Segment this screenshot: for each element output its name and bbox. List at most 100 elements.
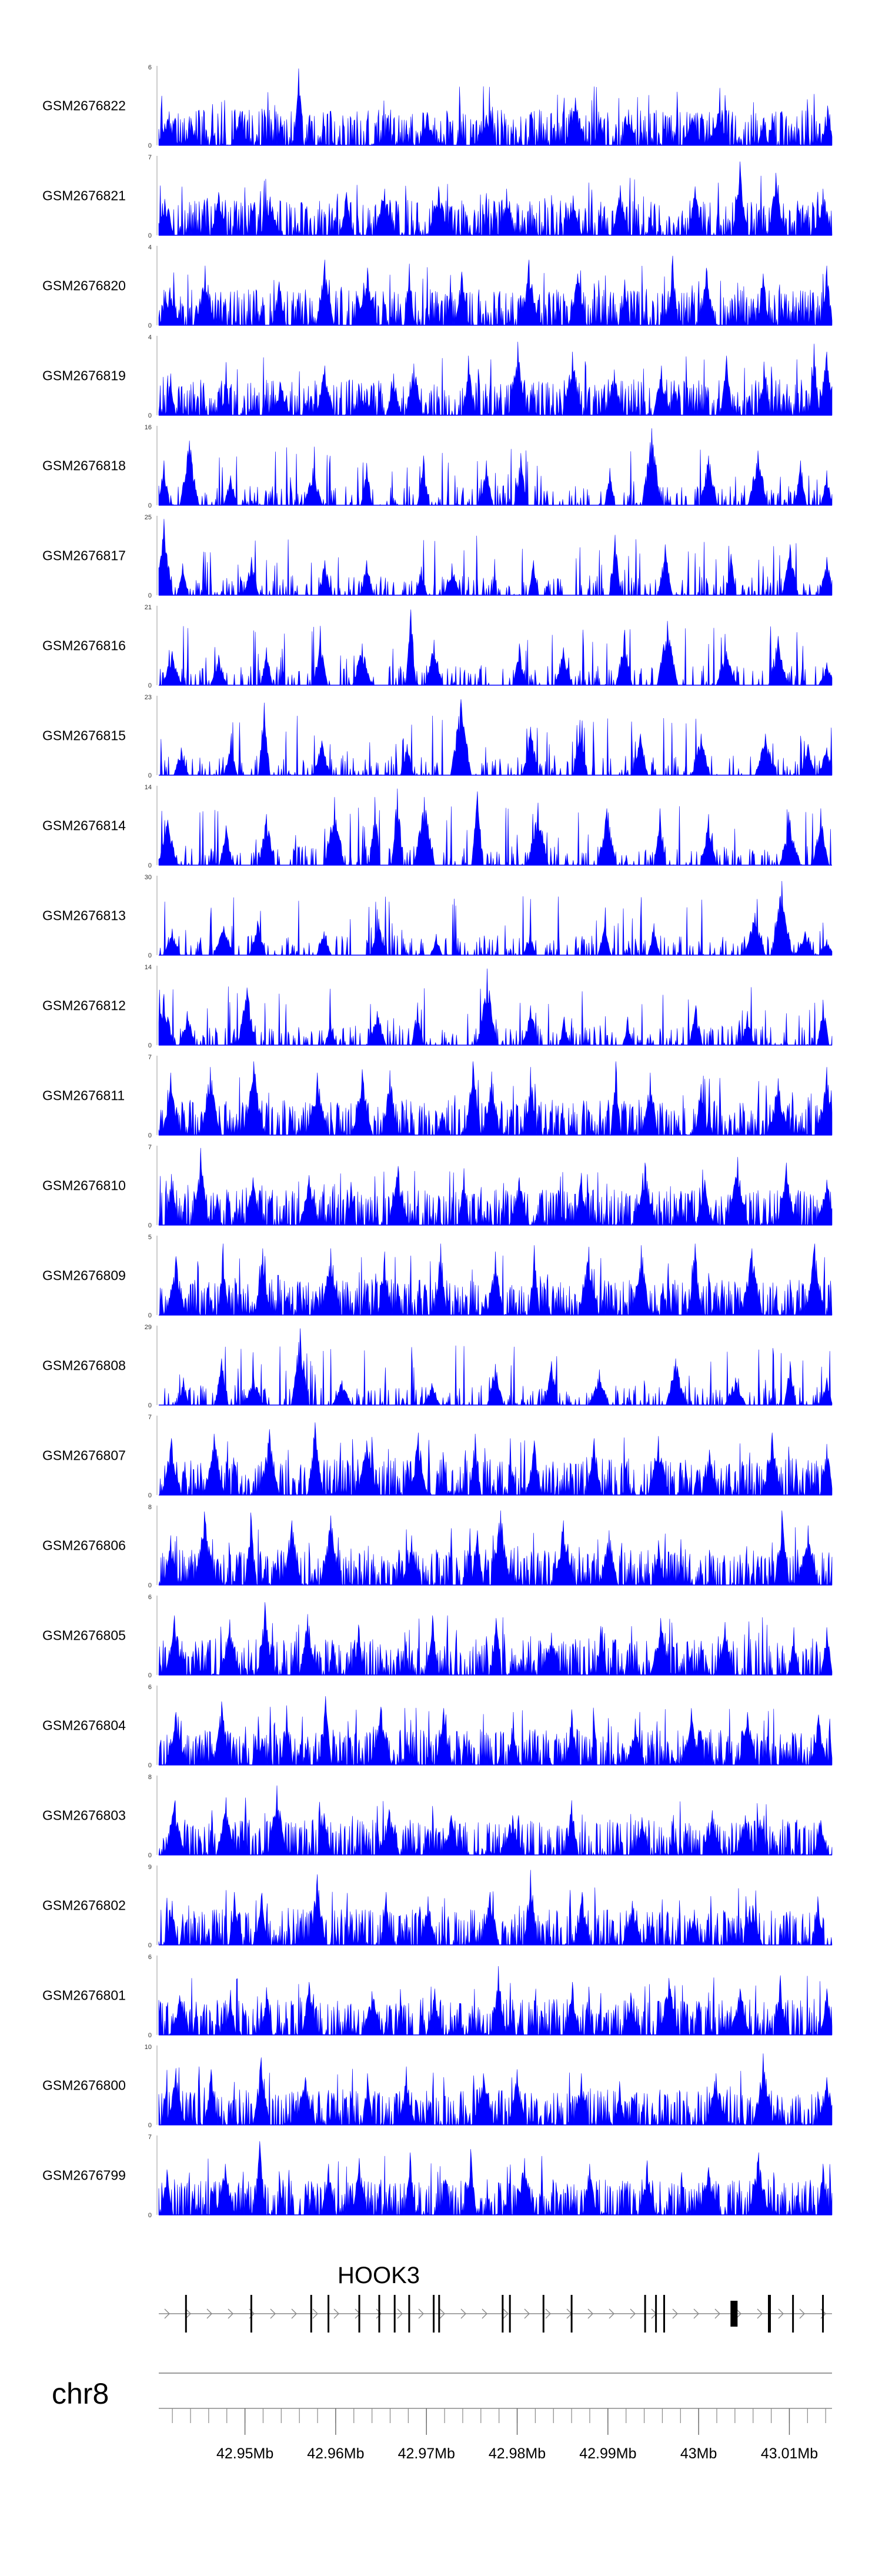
coverage-area (158, 1602, 833, 1676)
track-label: GSM2676814 (42, 818, 126, 833)
track-GSM2676819: GSM2676819 4 0 (42, 334, 833, 419)
exon (433, 2295, 435, 2333)
y-axis-max-label: 14 (145, 784, 152, 791)
exon (730, 2301, 738, 2327)
y-axis-min-label: 0 (148, 592, 152, 599)
coverage-area (158, 1147, 833, 1226)
coverage-area (159, 1328, 833, 1406)
y-axis-min-label: 0 (148, 1852, 152, 1859)
y-axis-min-label: 0 (148, 2212, 152, 2219)
coverage-area (159, 1243, 833, 1316)
exon (393, 2295, 396, 2333)
exon (655, 2295, 657, 2333)
y-axis-max-label: 10 (145, 2044, 152, 2051)
y-axis-min-label: 0 (148, 232, 152, 239)
track-label: GSM2676809 (42, 1268, 126, 1283)
y-axis-max-label: 4 (148, 244, 152, 251)
track-GSM2676808: GSM2676808 29 0 (42, 1324, 833, 1409)
gene-track: HOOK3 (159, 2263, 832, 2333)
strand-arrow (270, 2308, 276, 2319)
track-GSM2676805: GSM2676805 6 0 (42, 1594, 833, 1679)
y-axis-max-label: 6 (148, 1684, 152, 1691)
y-axis-max-label: 16 (145, 424, 152, 431)
exon (570, 2295, 573, 2333)
y-axis-min-label: 0 (148, 1762, 152, 1769)
exon (408, 2295, 410, 2333)
strand-arrow (228, 2308, 233, 2319)
track-label: GSM2676803 (42, 1808, 126, 1823)
strand-arrow (693, 2308, 699, 2319)
track-GSM2676802: GSM2676802 9 0 (42, 1864, 833, 1949)
track-label: GSM2676818 (42, 458, 126, 473)
y-axis-max-label: 9 (148, 1864, 152, 1871)
y-axis-min-label: 0 (148, 502, 152, 509)
track-label: GSM2676801 (42, 1988, 126, 2003)
track-GSM2676818: GSM2676818 16 0 (42, 424, 833, 509)
strand-arrow (312, 2308, 318, 2319)
strand-arrow (799, 2308, 805, 2319)
exon (509, 2295, 511, 2333)
strand-arrow (291, 2308, 297, 2319)
coverage-area (158, 1966, 833, 2036)
y-axis-max-label: 29 (145, 1324, 152, 1331)
axis-tick-label: 42.95Mb (216, 2445, 273, 2462)
track-GSM2676800: GSM2676800 10 0 (42, 2044, 833, 2129)
y-axis-min-label: 0 (148, 412, 152, 419)
y-axis-min-label: 0 (148, 1582, 152, 1589)
chromosome-label: chr8 (52, 2377, 109, 2410)
track-GSM2676816: GSM2676816 21 0 (42, 604, 833, 689)
coverage-area (158, 1061, 833, 1136)
strand-arrow (587, 2308, 593, 2319)
track-GSM2676806: GSM2676806 8 0 (42, 1504, 833, 1589)
axis-minor-ticks (172, 2408, 826, 2423)
track-label: GSM2676800 (42, 2078, 126, 2093)
strand-arrow (206, 2308, 212, 2319)
coverage-area (158, 1696, 833, 1766)
strand-arrow (672, 2308, 678, 2319)
coverage-area (158, 2141, 833, 2216)
coverage-area (158, 2053, 833, 2126)
y-axis-max-label: 21 (145, 604, 152, 611)
track-label: GSM2676813 (42, 908, 126, 923)
track-label: GSM2676820 (42, 278, 126, 293)
exon (310, 2295, 312, 2333)
strand-arrow (736, 2308, 741, 2319)
strand-arrow (482, 2308, 487, 2319)
y-axis-max-label: 8 (148, 1504, 152, 1511)
exon (185, 2295, 187, 2333)
y-axis-min-label: 0 (148, 1672, 152, 1679)
y-axis-min-label: 0 (148, 1492, 152, 1499)
y-axis-max-label: 6 (148, 1954, 152, 1961)
coverage-area (158, 342, 833, 416)
track-label: GSM2676804 (42, 1718, 126, 1733)
axis-tick-label: 42.99Mb (579, 2445, 636, 2462)
coverage-area (158, 255, 833, 326)
exon (502, 2295, 504, 2333)
gene-label: HOOK3 (338, 2263, 420, 2288)
chromosome-track: chr8 (52, 2373, 832, 2410)
strand-arrow (757, 2308, 763, 2319)
track-GSM2676811: GSM2676811 7 0 (42, 1054, 833, 1139)
track-label: GSM2676808 (42, 1358, 126, 1373)
exon (250, 2295, 252, 2333)
track-label: GSM2676799 (42, 2168, 126, 2183)
strand-arrow (333, 2308, 339, 2319)
track-GSM2676815: GSM2676815 23 0 (42, 694, 833, 779)
track-GSM2676817: GSM2676817 25 0 (42, 514, 833, 599)
coverage-area (158, 788, 832, 866)
coverage-area (158, 1510, 833, 1586)
strand-arrow (164, 2308, 170, 2319)
exon (822, 2295, 824, 2333)
y-axis-max-label: 6 (148, 1594, 152, 1601)
y-axis-min-label: 0 (148, 2122, 152, 2129)
coverage-area (158, 968, 833, 1046)
track-label: GSM2676806 (42, 1538, 126, 1553)
y-axis-max-label: 4 (148, 334, 152, 341)
strand-arrow (397, 2308, 403, 2319)
coverage-area (159, 609, 833, 686)
coverage-area (158, 1870, 833, 1946)
y-axis-max-label: 14 (145, 964, 152, 971)
coverage-tracks: GSM267682260GSM267682170GSM267682040GSM2… (42, 64, 833, 2219)
strand-arrow (376, 2308, 382, 2319)
exon (358, 2295, 360, 2333)
